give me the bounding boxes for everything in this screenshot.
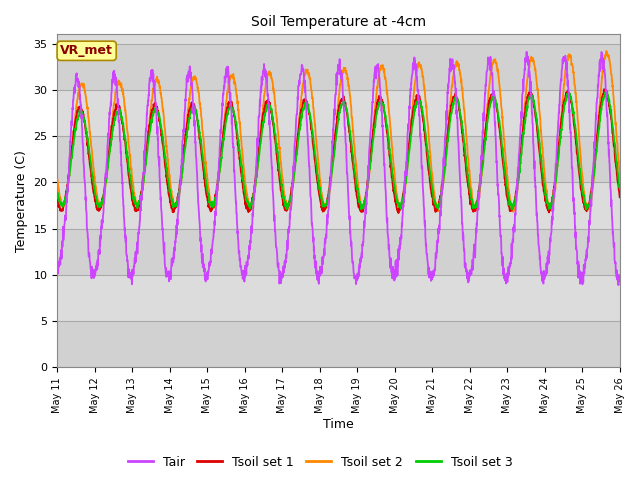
Bar xyxy=(58,136,620,182)
Legend: Tair, Tsoil set 1, Tsoil set 2, Tsoil set 3: Tair, Tsoil set 1, Tsoil set 2, Tsoil se… xyxy=(123,451,517,474)
X-axis label: Time: Time xyxy=(323,419,354,432)
Text: VR_met: VR_met xyxy=(60,44,113,57)
Bar xyxy=(58,44,620,90)
Y-axis label: Temperature (C): Temperature (C) xyxy=(15,150,28,252)
Bar xyxy=(58,321,620,367)
Bar xyxy=(58,228,620,275)
Title: Soil Temperature at -4cm: Soil Temperature at -4cm xyxy=(251,15,426,29)
